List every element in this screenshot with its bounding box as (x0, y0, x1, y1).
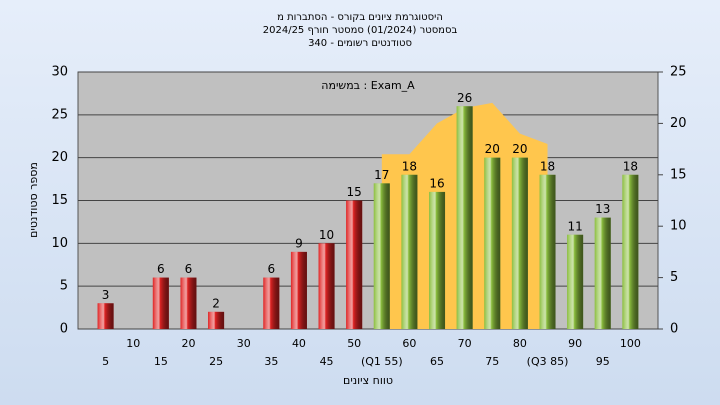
y2-tick-label: 25 (670, 65, 687, 80)
y2-tick-label: 0 (670, 322, 678, 337)
data-label: 6 (268, 262, 276, 276)
data-label: 15 (347, 185, 362, 199)
x-axis-title: טווח ציונים (343, 374, 393, 387)
x-tick-label: 30 (237, 337, 251, 350)
annotation: במשימה : Exam_A (321, 79, 415, 92)
data-label: 2 (212, 296, 220, 310)
y-tick-label: 20 (51, 150, 68, 165)
x-tick-label: 15 (154, 355, 168, 368)
y-tick-label: 5 (60, 279, 68, 294)
data-label: 13 (595, 202, 610, 216)
data-label: 26 (457, 91, 472, 105)
x-tick-label: 5 (102, 355, 109, 368)
y-tick-label: 15 (51, 193, 68, 208)
y-tick-label: 0 (60, 322, 68, 337)
chart-title: בסמסטר (01/2024) סמסטר חורף 2024/25 (263, 25, 458, 36)
x-tick-label: 40 (292, 337, 306, 350)
x-tick-label: 75 (485, 355, 499, 368)
data-label: 20 (512, 142, 527, 156)
data-label: 6 (157, 262, 165, 276)
data-label: 18 (540, 159, 555, 173)
data-label: 3 (102, 288, 110, 302)
x-tick-label: (Q3 85) (527, 355, 569, 368)
x-tick-label: (Q1 55) (361, 355, 403, 368)
x-tick-label: 90 (568, 337, 582, 350)
data-label: 18 (402, 159, 417, 173)
x-tick-label: 35 (264, 355, 278, 368)
x-tick-label: 70 (458, 337, 472, 350)
x-tick-label: 95 (596, 355, 610, 368)
data-label: 11 (568, 219, 583, 233)
data-label: 17 (374, 168, 389, 182)
data-label: 18 (623, 159, 638, 173)
x-tick-label: 50 (347, 337, 361, 350)
y-axis-title: מספר סטודנטים (27, 162, 40, 238)
y2-tick-label: 15 (670, 167, 687, 182)
x-tick-label: 80 (513, 337, 527, 350)
y-tick-label: 25 (51, 107, 68, 122)
x-tick-label: 10 (126, 337, 140, 350)
y2-tick-label: 10 (670, 219, 687, 234)
x-tick-label: 20 (181, 337, 195, 350)
y-tick-label: 30 (51, 65, 68, 80)
chart-title: היסטוגרמת ציונים בקורס - הסתברות מ (277, 12, 443, 23)
y2-tick-label: 5 (670, 270, 678, 285)
data-label: 6 (185, 262, 193, 276)
x-tick-label: 25 (209, 355, 223, 368)
x-tick-label: 65 (430, 355, 444, 368)
y2-tick-label: 20 (670, 116, 687, 131)
chart-title: סטודנטים רשומים - 340 (308, 38, 412, 49)
data-label: 9 (295, 236, 303, 250)
y-tick-label: 10 (51, 236, 68, 251)
x-tick-label: 60 (402, 337, 416, 350)
x-tick-label: 100 (620, 337, 641, 350)
x-tick-label: 45 (320, 355, 334, 368)
data-label: 16 (429, 176, 444, 190)
data-label: 20 (485, 142, 500, 156)
data-label: 10 (319, 228, 334, 242)
